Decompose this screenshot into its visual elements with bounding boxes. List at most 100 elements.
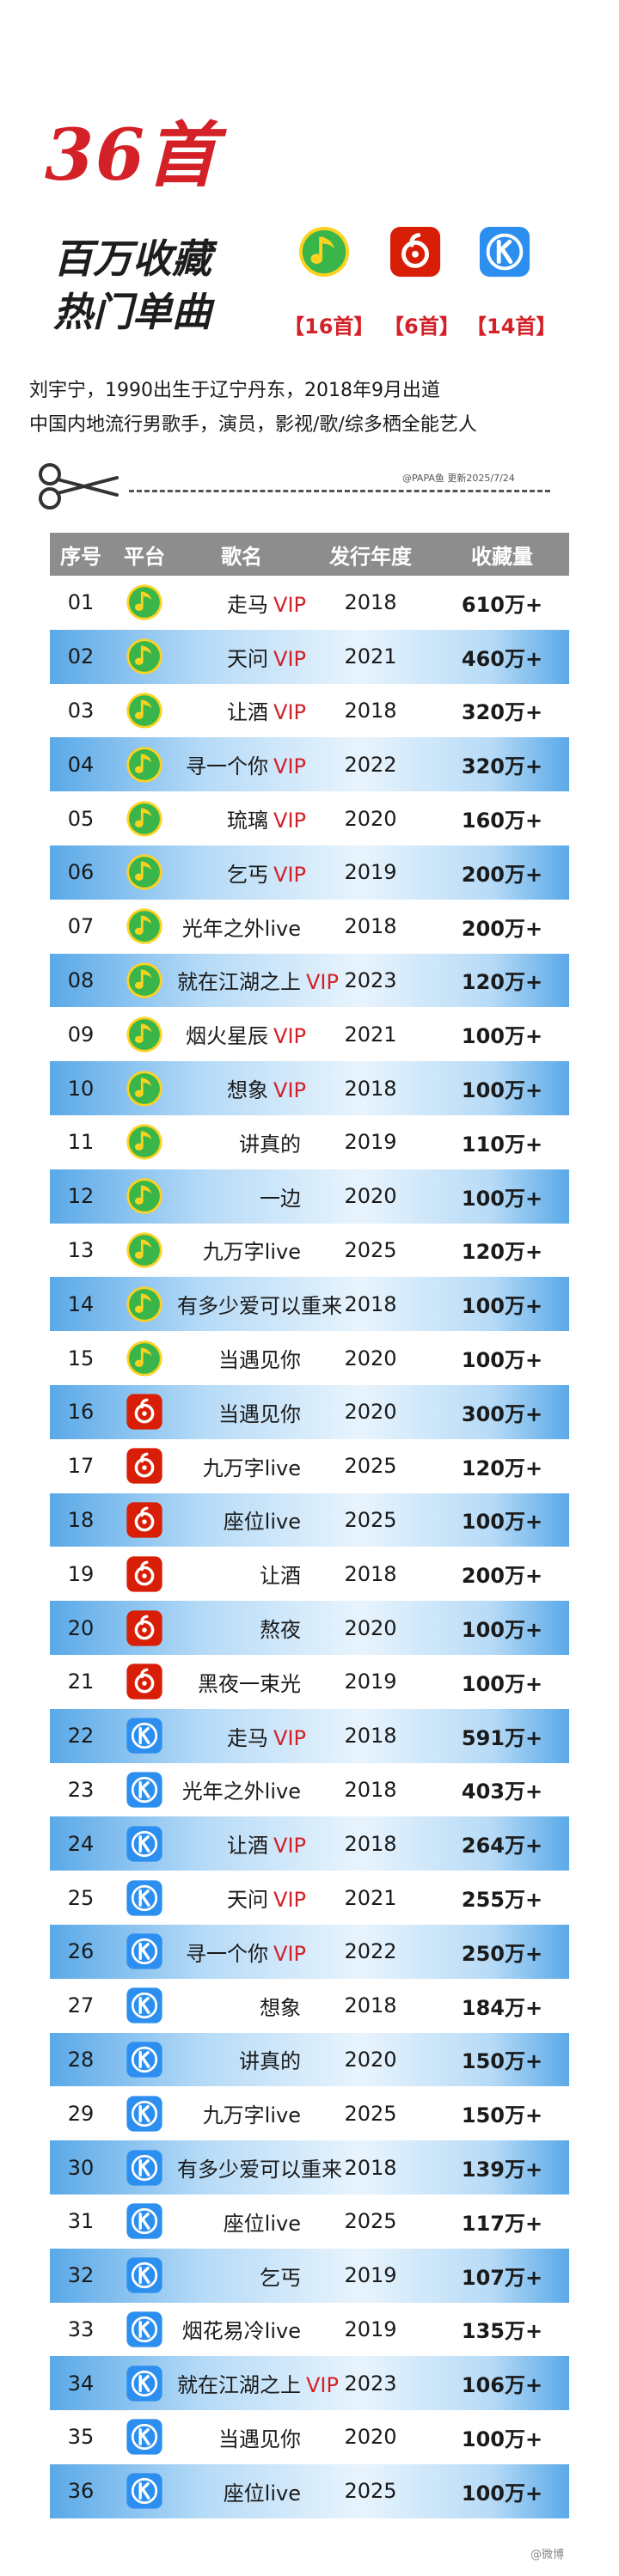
row-number: 21 [67, 1670, 95, 1694]
netease-music-icon [126, 1447, 163, 1485]
favorites-count: 264万+ [461, 1834, 543, 1859]
row-number: 17 [67, 1454, 95, 1479]
kugou-music-icon [126, 2365, 163, 2402]
favorites-count: 591万+ [461, 1725, 543, 1750]
table-row: 05 琉璃 VIP 2020 160万+ [50, 791, 569, 845]
table-row: 06 乞丐 VIP 2019 200万+ [50, 845, 569, 900]
table-row: 24 让酒 VIP 2018 264万+ [50, 1816, 569, 1871]
release-year: 2018 [344, 1291, 397, 1316]
song-title: 熬夜 [260, 1618, 301, 1643]
favorites-count: 100万+ [461, 2426, 543, 2451]
kugou-music-icon [126, 2256, 163, 2294]
table-row: 10 想象 VIP 2018 100万+ [50, 1061, 569, 1115]
favorites-count: 100万+ [461, 1510, 543, 1535]
table-row: 27 想象 2018 184万+ [50, 1978, 569, 2033]
song-title: 一边 [260, 1186, 301, 1211]
release-year: 2020 [344, 1184, 397, 1209]
song-title: 琉璃 VIP [227, 809, 306, 833]
row-number: 23 [67, 1777, 95, 1802]
release-year: 2019 [344, 2317, 397, 2341]
row-number: 19 [67, 1561, 95, 1586]
row-number: 25 [67, 1885, 95, 1910]
song-title: 就在江湖之上 VIP [177, 970, 339, 995]
favorites-count: 100万+ [461, 1671, 543, 1696]
table-row: 21 黑夜一束光 2019 100万+ [50, 1654, 569, 1709]
row-number: 24 [67, 1831, 95, 1856]
qq-music-icon [126, 1123, 163, 1161]
song-title: 有多少爱可以重来 [177, 2158, 342, 2182]
release-year: 2025 [344, 2101, 397, 2126]
release-year: 2020 [344, 2425, 397, 2450]
row-number: 02 [67, 644, 95, 669]
release-year: 2022 [344, 752, 397, 777]
song-title: 光年之外live [181, 1779, 301, 1804]
release-year: 2018 [344, 1561, 397, 1586]
song-title: 让酒 VIP [227, 1834, 306, 1859]
favorites-count: 150万+ [461, 2049, 543, 2074]
table-row: 23 光年之外live 2018 403万+ [50, 1762, 569, 1817]
release-year: 2018 [344, 914, 397, 939]
qq-music-icon [126, 961, 163, 999]
qq-music-icon [126, 1340, 163, 1377]
release-year: 2021 [344, 1885, 397, 1910]
release-year: 2018 [344, 2155, 397, 2180]
watermark: @微博 [530, 2549, 564, 2561]
row-number: 03 [67, 698, 95, 723]
favorites-count: 135万+ [461, 2319, 543, 2344]
row-number: 08 [67, 968, 95, 992]
table-row: 25 天问 VIP 2021 255万+ [50, 1871, 569, 1925]
song-title: 烟火星辰 VIP [186, 1024, 306, 1049]
favorites-count: 160万+ [461, 809, 543, 833]
qq-music-icon [126, 1231, 163, 1269]
row-number: 28 [67, 2047, 95, 2072]
row-number: 35 [67, 2425, 95, 2450]
release-year: 2021 [344, 644, 397, 669]
song-title: 当遇见你 [218, 1401, 301, 1426]
row-number: 33 [67, 2317, 95, 2341]
song-table: 序号 平台 歌名 发行年度 收藏量 01 走马 VIP 2018 610万+ 02… [50, 533, 569, 2518]
credit-text: @PAPA鱼 更新2025/7/24 [402, 473, 515, 484]
favorites-count: 100万+ [461, 1078, 543, 1103]
intro-line-1: 刘宇宁，1990出生于辽宁丹东，2018年9月出道 [29, 380, 440, 401]
vip-badge: VIP [273, 1834, 306, 1859]
release-year: 2020 [344, 1400, 397, 1425]
favorites-count: 100万+ [461, 1186, 543, 1211]
favorites-count: 100万+ [461, 2481, 543, 2506]
table-row: 04 寻一个你 VIP 2022 320万+ [50, 737, 569, 792]
qq-music-icon [126, 692, 163, 729]
favorites-count: 320万+ [461, 754, 543, 779]
row-number: 18 [67, 1507, 95, 1532]
song-title: 想象 [260, 1995, 301, 2020]
song-title: 寻一个你 VIP [186, 1941, 306, 1966]
table-row: 17 九万字live 2025 120万+ [50, 1438, 569, 1493]
song-title: 走马 VIP [227, 1725, 306, 1750]
qq-music-icon [126, 1285, 163, 1323]
kugou-music-icon [126, 2041, 163, 2079]
row-number: 14 [67, 1291, 95, 1316]
netease-music-icon [389, 225, 442, 278]
vip-badge: VIP [306, 970, 339, 995]
kugou-music-icon [126, 2095, 163, 2133]
release-year: 2019 [344, 2263, 397, 2288]
song-title: 讲真的 [239, 1132, 301, 1157]
row-number: 32 [67, 2263, 95, 2288]
kugou-count: 【14首】 [466, 314, 557, 339]
favorites-count: 184万+ [461, 1995, 543, 2020]
row-number: 31 [67, 2209, 95, 2234]
table-row: 35 当遇见你 2020 100万+ [50, 2410, 569, 2464]
release-year: 2018 [344, 1724, 397, 1749]
favorites-count: 200万+ [461, 916, 543, 941]
release-year: 2020 [344, 1346, 397, 1370]
qq-music-icon [126, 746, 163, 784]
netease-music-icon [126, 1555, 163, 1593]
release-year: 2020 [344, 2047, 397, 2072]
song-title: 九万字live [202, 2103, 301, 2128]
table-row: 12 一边 2020 100万+ [50, 1169, 569, 1224]
vip-badge: VIP [273, 754, 306, 779]
header-no: 序号 [60, 544, 101, 569]
row-number: 05 [67, 806, 95, 831]
kugou-music-icon [126, 1771, 163, 1809]
favorites-count: 106万+ [461, 2373, 543, 2398]
song-title: 九万字live [202, 1456, 301, 1480]
row-number: 36 [67, 2479, 95, 2504]
